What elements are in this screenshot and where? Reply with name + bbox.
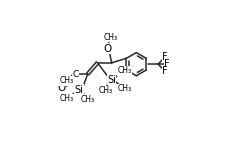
Text: Si: Si	[75, 85, 84, 94]
Text: Si: Si	[107, 75, 116, 85]
Text: C: C	[73, 70, 79, 79]
Text: CH₃: CH₃	[118, 84, 132, 93]
Text: CH₃: CH₃	[98, 86, 112, 95]
Text: F: F	[164, 59, 170, 69]
Text: CH₃: CH₃	[59, 76, 74, 85]
Text: CH₃: CH₃	[59, 94, 74, 103]
Text: O: O	[103, 44, 112, 54]
Text: O: O	[58, 83, 66, 93]
Text: CH₃: CH₃	[103, 33, 117, 42]
Text: F: F	[162, 67, 168, 76]
Text: CH₃: CH₃	[81, 95, 95, 104]
Text: F: F	[162, 52, 168, 62]
Text: CH₃: CH₃	[118, 66, 132, 75]
